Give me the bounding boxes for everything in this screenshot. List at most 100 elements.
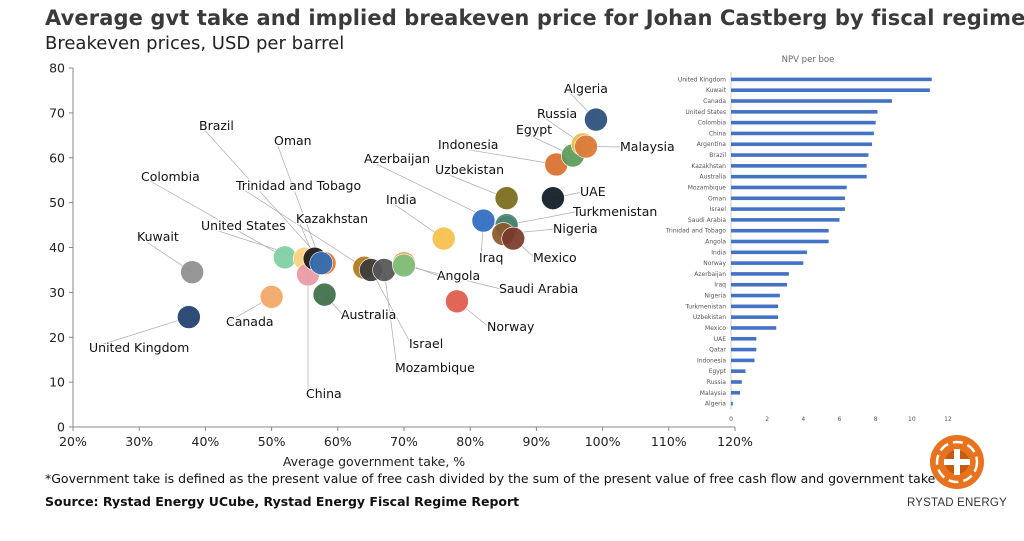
bar-nigeria bbox=[731, 293, 780, 298]
scatter-point-iraq bbox=[471, 208, 496, 233]
point-label: Angola bbox=[437, 268, 480, 283]
bar-category-label: Australia bbox=[699, 174, 726, 181]
bar-category-label: Iraq bbox=[714, 282, 726, 289]
bar-category-label: Indonesia bbox=[697, 357, 726, 364]
bar-x-tick-label: 2 bbox=[765, 416, 769, 423]
scatter-point-saudi-arabia bbox=[392, 253, 416, 278]
bar-norway bbox=[731, 261, 804, 265]
chart-subtitle: Breakeven prices, USD per barrel bbox=[45, 33, 345, 54]
point-label: Iraq bbox=[479, 250, 503, 265]
x-tick-label: 110% bbox=[651, 434, 687, 449]
leader-line bbox=[90, 316, 189, 349]
bar-category-label: Colombia bbox=[698, 120, 727, 127]
bar-category-label: Trinidad and Tobago bbox=[665, 228, 726, 235]
scatter-point-mozambique bbox=[372, 258, 396, 282]
point-label: Oman bbox=[274, 133, 312, 148]
scatter-point-malaysia bbox=[574, 134, 598, 159]
bar-india bbox=[731, 250, 807, 255]
point-label: Saudi Arabia bbox=[499, 281, 578, 296]
bar-qatar bbox=[731, 347, 757, 352]
bar-category-label: Turkmenistan bbox=[685, 303, 727, 310]
bar-argentina bbox=[731, 142, 873, 147]
bar-category-label: UAE bbox=[714, 336, 726, 343]
bar-category-label: Egypt bbox=[709, 368, 727, 375]
leader-line bbox=[383, 269, 398, 369]
x-tick-label: 90% bbox=[523, 434, 551, 449]
bar-category-label: Saudi Arabia bbox=[688, 217, 726, 224]
bar-united-states bbox=[731, 110, 878, 114]
bar-category-label: Qatar bbox=[709, 347, 726, 354]
bar-x-tick-label: 6 bbox=[838, 416, 842, 423]
bar-colombia bbox=[731, 120, 876, 125]
point-label: Kuwait bbox=[137, 229, 179, 244]
npv-bar-chart: NPV per boe United Kingdom Kuwait Canada Uni… bbox=[665, 55, 952, 423]
bar-category-label: Algeria bbox=[705, 401, 726, 408]
bar-category-label: Kuwait bbox=[706, 87, 727, 94]
scatter-point-kuwait bbox=[180, 260, 204, 284]
bar-category-label: Malaysia bbox=[700, 390, 727, 397]
point-label: Indonesia bbox=[438, 137, 498, 152]
point-label: Russia bbox=[537, 106, 577, 121]
y-tick-label: 40 bbox=[49, 240, 65, 255]
point-label: Colombia bbox=[141, 169, 200, 184]
leader-line bbox=[142, 176, 286, 258]
scatter-point-australia bbox=[312, 282, 337, 307]
bar-united-kingdom bbox=[731, 77, 932, 82]
bar-x-tick-label: 0 bbox=[729, 416, 733, 423]
bar-indonesia bbox=[731, 358, 755, 363]
bar-china bbox=[731, 131, 874, 136]
y-tick-label: 30 bbox=[49, 285, 65, 300]
bar-category-label: United States bbox=[685, 109, 726, 116]
scatter-axes: 20% 30% 40% 50% 60% 70% 80% 90% 100% 110% 120% 0 10 2… bbox=[49, 61, 753, 470]
bar-category-label: Russia bbox=[707, 379, 727, 386]
bar-category-label: Argentina bbox=[697, 141, 727, 148]
bar-category-label: Nigeria bbox=[705, 293, 727, 300]
bar-category-label: Uzbekistan bbox=[693, 314, 726, 321]
y-tick-label: 80 bbox=[49, 61, 65, 76]
x-tick-label: 70% bbox=[390, 434, 418, 449]
scatter-point-canada bbox=[259, 285, 284, 309]
point-label: Brazil bbox=[199, 118, 234, 133]
bar-angola bbox=[731, 239, 829, 244]
x-tick-label: 40% bbox=[192, 434, 220, 449]
scatter-point-algeria bbox=[584, 107, 608, 132]
bar-category-label: Brazil bbox=[709, 152, 726, 159]
bar-turkmenistan bbox=[731, 304, 779, 309]
point-label: Uzbekistan bbox=[435, 162, 504, 177]
bar-algeria bbox=[731, 401, 733, 406]
bar-israel bbox=[731, 207, 845, 211]
y-tick-label: 60 bbox=[49, 150, 65, 165]
chart-title: Average gvt take and implied breakeven p… bbox=[45, 6, 1024, 30]
bar-category-label: Azerbaijan bbox=[694, 271, 726, 278]
bar-category-label: United Kingdom bbox=[678, 76, 726, 83]
y-tick-label: 70 bbox=[49, 105, 65, 120]
bar-category-label: Mozambique bbox=[688, 184, 727, 191]
bar-category-label: Angola bbox=[705, 239, 726, 246]
scatter-points bbox=[177, 107, 608, 329]
bar-category-label: Israel bbox=[710, 206, 727, 213]
x-tick-label: 50% bbox=[258, 434, 286, 449]
bar-category-label: Norway bbox=[703, 260, 726, 267]
scatter-point-india bbox=[431, 226, 456, 251]
bar-mexico bbox=[731, 326, 777, 330]
bar-iraq bbox=[731, 282, 788, 287]
point-label: United Kingdom bbox=[89, 340, 189, 355]
bar-saudi-arabia bbox=[731, 218, 840, 222]
y-tick-label: 10 bbox=[49, 375, 65, 390]
point-label: Turkmenistan bbox=[572, 204, 657, 219]
bar-brazil bbox=[731, 153, 869, 157]
point-label: Mexico bbox=[533, 250, 577, 265]
y-tick-label: 0 bbox=[57, 420, 65, 435]
point-label: Algeria bbox=[564, 81, 608, 96]
bar-oman bbox=[731, 196, 845, 201]
x-tick-label: 30% bbox=[125, 434, 153, 449]
bar-australia bbox=[731, 174, 867, 179]
leader-line bbox=[403, 265, 502, 290]
rystad-logo-icon bbox=[930, 435, 984, 489]
source-note: Source: Rystad Energy UCube, Rystad Ener… bbox=[45, 494, 520, 509]
scatter-point-uae bbox=[541, 186, 565, 210]
bar-azerbaijan bbox=[731, 272, 789, 276]
logo-text: RYSTAD ENERGY bbox=[907, 497, 1007, 509]
bar-category-label: Canada bbox=[703, 98, 726, 105]
